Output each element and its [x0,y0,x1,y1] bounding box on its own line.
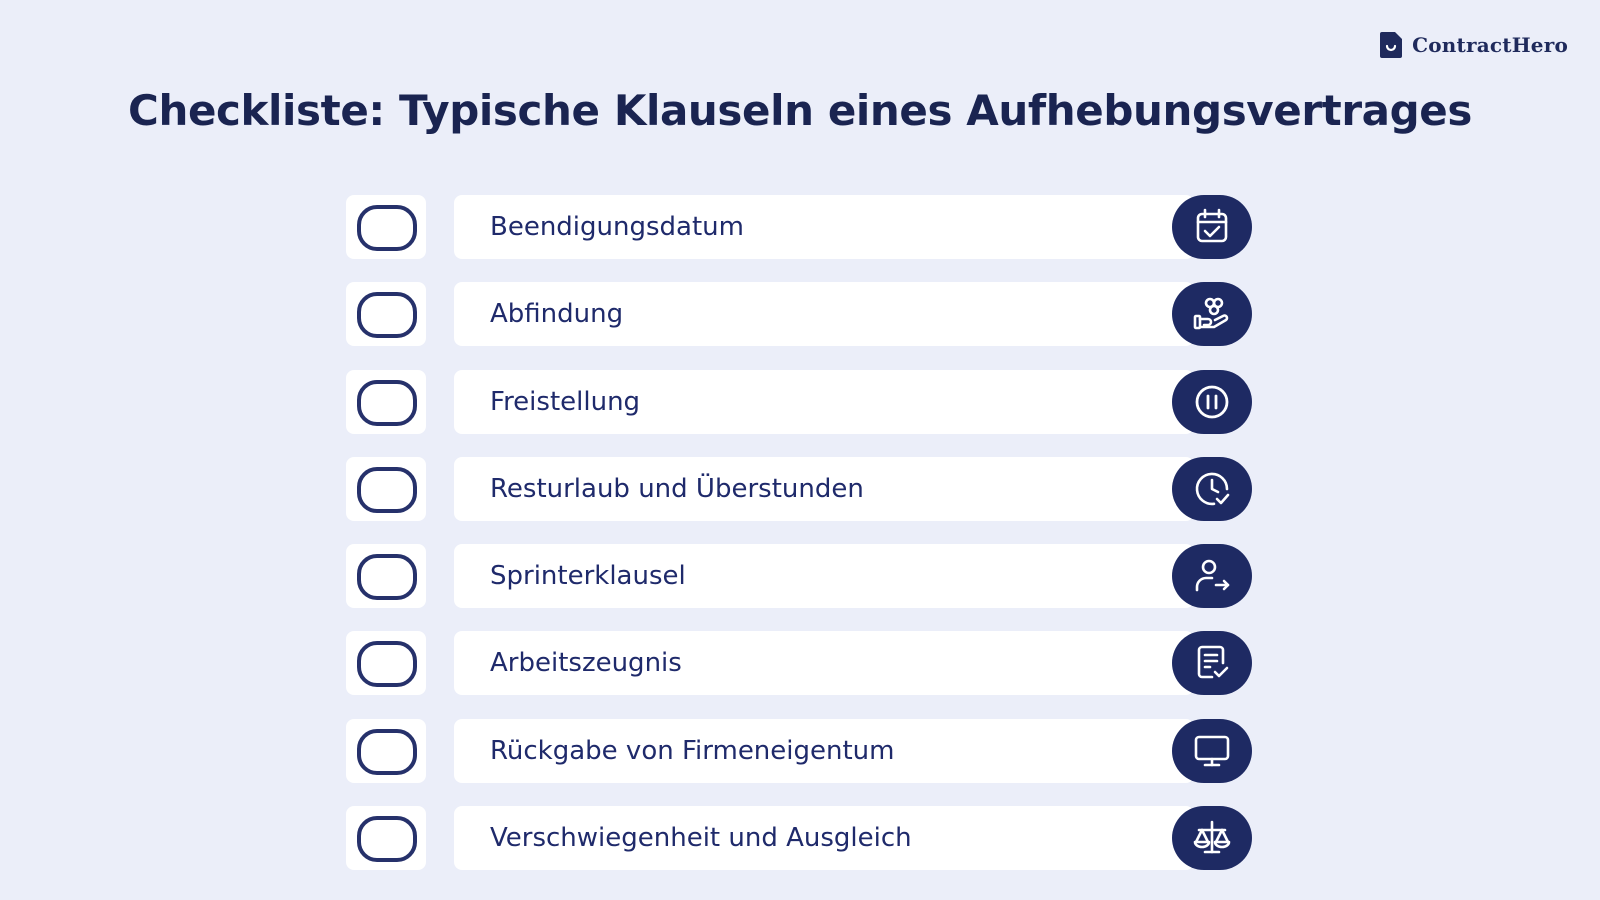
checkbox-shape [357,379,417,426]
checklist-item: Abfindung [346,282,1266,347]
clock-check-icon [1172,456,1252,521]
pause-circle-icon [1172,369,1252,434]
item-label: Verschwiegenheit und Ausgleich [490,823,912,854]
brand-name: ContractHero [1412,33,1568,57]
hand-coins-icon [1172,282,1252,347]
checklist-item: Freistellung [346,369,1266,434]
item-label: Abfindung [490,299,624,330]
checklist-item: Resturlaub und Überstunden [346,456,1266,521]
page-title: Checkliste: Typische Klauseln eines Aufh… [128,86,1472,135]
checklist-item: Arbeitszeugnis [346,631,1266,696]
checkbox[interactable] [346,456,426,521]
item-label-bar: Beendigungsdatum [454,195,1194,259]
checklist-item: Verschwiegenheit und Ausgleich [346,806,1266,871]
checkbox-shape [357,816,417,863]
item-label-bar: Sprinterklausel [454,544,1194,609]
checkbox-shape [357,728,417,775]
checkbox[interactable] [346,195,426,259]
item-label-bar: Verschwiegenheit und Ausgleich [454,806,1194,871]
user-arrow-right-icon [1172,544,1252,609]
checkbox-shape [357,641,417,688]
contracthero-logo-icon [1380,32,1403,58]
checklist-item: Rückgabe von Firmeneigentum [346,718,1266,783]
checkbox-shape [357,554,417,601]
checklist-item: Beendigungsdatum [346,195,1266,259]
item-label: Beendigungsdatum [490,212,744,242]
item-label-bar: Freistellung [454,369,1194,434]
checkbox-shape [357,466,417,513]
item-label: Sprinterklausel [490,561,686,592]
item-label-bar: Rückgabe von Firmeneigentum [454,718,1194,783]
checkbox[interactable] [346,806,426,871]
item-label: Arbeitszeugnis [490,648,682,679]
scales-icon [1172,806,1252,871]
checklist: Beendigungsdatum Abfindung [346,195,1266,893]
monitor-icon [1172,718,1252,783]
checkbox[interactable] [346,631,426,696]
checkbox-shape [357,292,417,339]
brand: ContractHero [1380,32,1568,58]
item-label: Resturlaub und Überstunden [490,473,864,504]
checkbox[interactable] [346,718,426,783]
item-label-bar: Resturlaub und Überstunden [454,456,1194,521]
checklist-item: Sprinterklausel [346,544,1266,609]
checkbox[interactable] [346,544,426,609]
item-label: Rückgabe von Firmeneigentum [490,735,895,766]
checkbox[interactable] [346,369,426,434]
checkbox[interactable] [346,282,426,347]
calendar-check-icon [1172,195,1252,259]
item-label-bar: Arbeitszeugnis [454,631,1194,696]
item-label-bar: Abfindung [454,282,1194,347]
item-label: Freistellung [490,386,641,417]
checkbox-shape [357,205,417,251]
document-check-icon [1172,631,1252,696]
